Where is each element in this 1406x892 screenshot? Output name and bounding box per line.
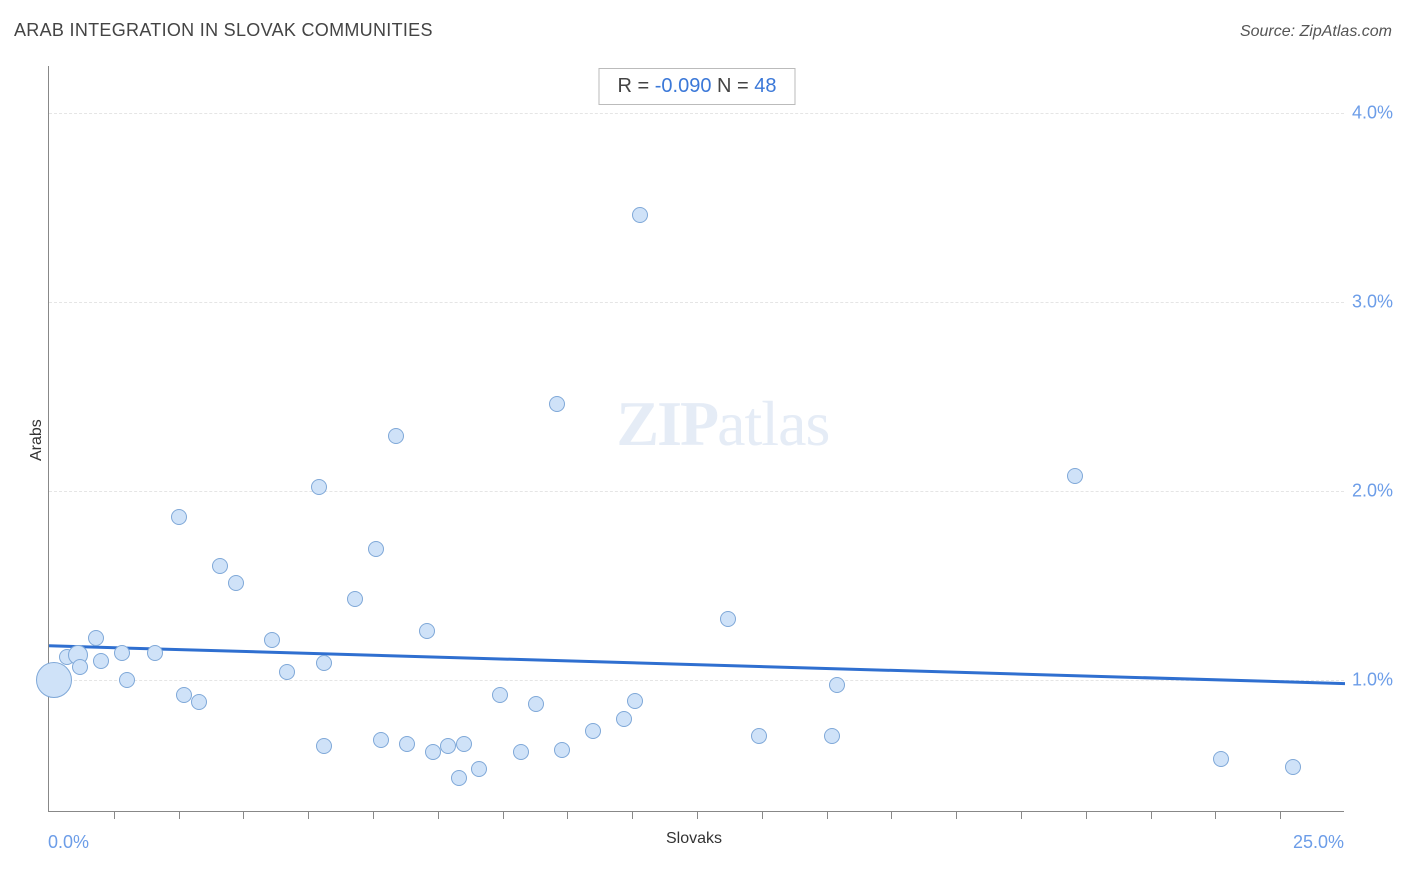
scatter-point [119, 672, 135, 688]
ytick-label: 2.0% [1352, 480, 1393, 501]
scatter-point [399, 736, 415, 752]
xtick [632, 811, 633, 819]
ytick-label: 3.0% [1352, 292, 1393, 313]
scatter-point [471, 761, 487, 777]
scatter-point [554, 742, 570, 758]
watermark: ZIPatlas [616, 387, 829, 461]
watermark-zip: ZIP [616, 388, 717, 459]
scatter-point [513, 744, 529, 760]
scatter-point [171, 509, 187, 525]
scatter-point [93, 653, 109, 669]
scatter-point [829, 677, 845, 693]
trendline [49, 66, 1345, 812]
scatter-point [425, 744, 441, 760]
xtick [1086, 811, 1087, 819]
xtick [1151, 811, 1152, 819]
scatter-point [88, 630, 104, 646]
scatter-point [311, 479, 327, 495]
scatter-point [147, 645, 163, 661]
xtick [567, 811, 568, 819]
scatter-point [1213, 751, 1229, 767]
scatter-point [632, 207, 648, 223]
ytick-label: 4.0% [1352, 103, 1393, 124]
watermark-atlas: atlas [717, 388, 829, 459]
y-axis-label: Arabs [28, 419, 46, 461]
scatter-point [191, 694, 207, 710]
scatter-point [316, 655, 332, 671]
scatter-point [212, 558, 228, 574]
xtick [1280, 811, 1281, 819]
scatter-point [373, 732, 389, 748]
scatter-point [720, 611, 736, 627]
x-axis-label: Slovaks [666, 830, 722, 848]
scatter-point [824, 728, 840, 744]
scatter-point [264, 632, 280, 648]
scatter-point [279, 664, 295, 680]
chart-source: Source: ZipAtlas.com [1240, 23, 1392, 41]
chart-title: ARAB INTEGRATION IN SLOVAK COMMUNITIES [14, 20, 433, 41]
stats-box: R = -0.090 N = 48 [598, 68, 795, 105]
xtick [697, 811, 698, 819]
xtick [179, 811, 180, 819]
scatter-point [388, 428, 404, 444]
xtick [1021, 811, 1022, 819]
stats-r-label: R = [617, 75, 654, 97]
scatter-point [528, 696, 544, 712]
stats-r-value: -0.090 [655, 75, 712, 97]
stats-n-value: 48 [754, 75, 776, 97]
xtick [438, 811, 439, 819]
xtick [114, 811, 115, 819]
xtick [827, 811, 828, 819]
scatter-point [347, 591, 363, 607]
gridline [49, 302, 1344, 303]
scatter-point [549, 396, 565, 412]
scatter-point [316, 738, 332, 754]
gridline [49, 113, 1344, 114]
scatter-point [419, 623, 435, 639]
scatter-point [1285, 759, 1301, 775]
scatter-point [36, 662, 72, 698]
scatter-point [627, 693, 643, 709]
scatter-point [176, 687, 192, 703]
scatter-point [114, 645, 130, 661]
xtick [503, 811, 504, 819]
xtick [956, 811, 957, 819]
scatter-point [72, 659, 88, 675]
scatter-point [228, 575, 244, 591]
scatter-point [492, 687, 508, 703]
scatter-point [751, 728, 767, 744]
scatter-point [456, 736, 472, 752]
stats-n-label: N = [711, 75, 754, 97]
scatter-point [1067, 468, 1083, 484]
scatter-point [368, 541, 384, 557]
header-bar: ARAB INTEGRATION IN SLOVAK COMMUNITIES S… [14, 20, 1392, 41]
gridline [49, 491, 1344, 492]
scatter-point [585, 723, 601, 739]
xtick [308, 811, 309, 819]
scatter-point [440, 738, 456, 754]
xtick [1215, 811, 1216, 819]
xtick [243, 811, 244, 819]
scatter-point [616, 711, 632, 727]
xtick [762, 811, 763, 819]
x-axis-end-label: 25.0% [1293, 832, 1344, 853]
xtick [373, 811, 374, 819]
ytick-label: 1.0% [1352, 669, 1393, 690]
x-axis-start-label: 0.0% [48, 832, 89, 853]
scatter-plot-area: ZIPatlas R = -0.090 N = 48 [48, 66, 1344, 812]
xtick [891, 811, 892, 819]
gridline [49, 680, 1344, 681]
scatter-point [451, 770, 467, 786]
